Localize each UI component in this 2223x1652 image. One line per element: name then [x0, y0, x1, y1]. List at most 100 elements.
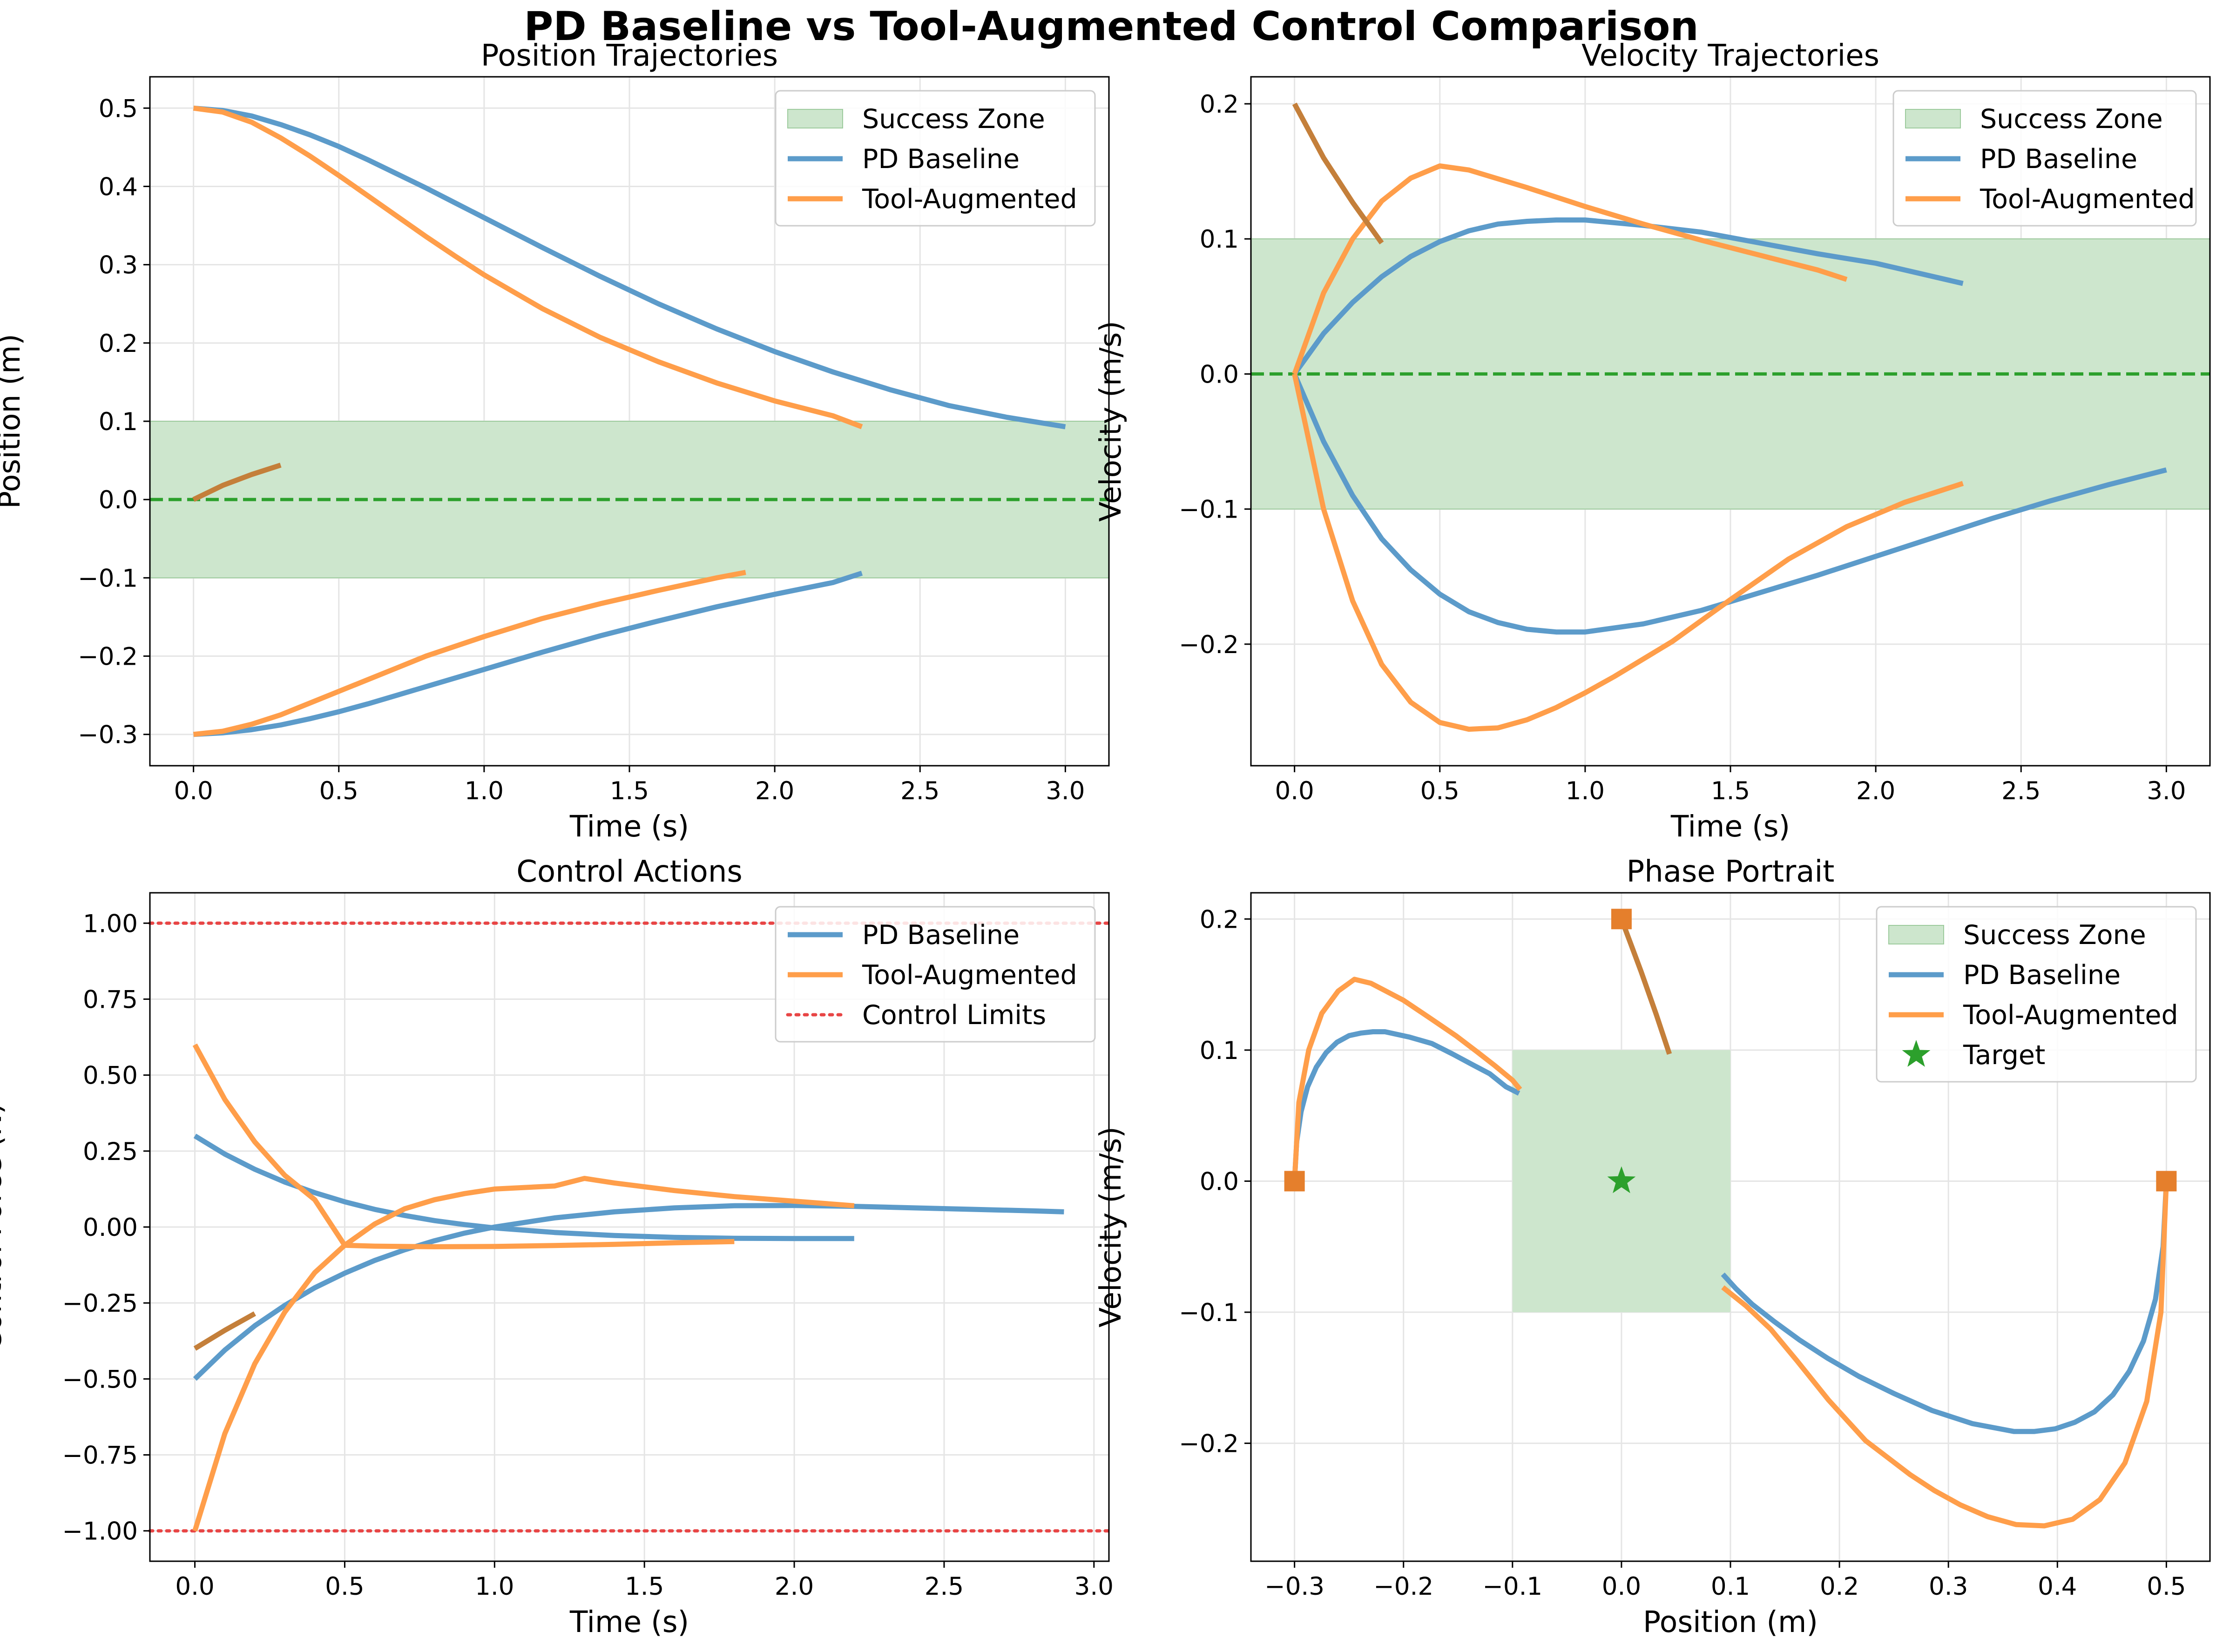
- y-tick-label: 0.1: [1200, 1037, 1239, 1065]
- x-tick-label: 0.5: [1420, 777, 1459, 805]
- subplot-1: 0.0 0.5 1.0 1.5 2.0 2.5 3.0 −0.3 −0.2 −0.1 0.0 0.1 0…: [0, 39, 1110, 843]
- tool-series-line: [1721, 1181, 2169, 1529]
- pd-series-line: [1292, 373, 2167, 635]
- y-tick-label: 1.00: [83, 910, 138, 938]
- legend-swatch-target: [1902, 1040, 1931, 1067]
- y-tick-label: 0.5: [99, 94, 138, 123]
- legend-label: PD Baseline: [1980, 144, 2137, 175]
- legend-label: Success Zone: [1963, 920, 2146, 951]
- success-zone-band: [149, 421, 1109, 579]
- x-tick-label: 1.5: [625, 1572, 664, 1601]
- legend-swatch-success-zone: [1888, 925, 1944, 944]
- x-tick-label: −0.1: [1482, 1572, 1542, 1601]
- y-tick-label: 0.25: [83, 1138, 138, 1166]
- legend-box: [775, 90, 1096, 227]
- y-tick-label: 0.3: [99, 251, 138, 280]
- start-marker: [1284, 1171, 1305, 1192]
- subplot-2: 0.0 0.5 1.0 1.5 2.0 2.5 3.0 −0.2 −0.1 0.0 0.1 0.2 Ve…: [1094, 39, 2211, 843]
- x-tick-label: 2.0: [755, 777, 794, 805]
- pd-series-line: [193, 1203, 1064, 1381]
- y-tick-label: 0.2: [1200, 905, 1239, 934]
- legend-label: Control Limits: [862, 1000, 1046, 1031]
- x-tick-label: −0.2: [1373, 1572, 1433, 1601]
- y-tick-label: −0.1: [1179, 496, 1239, 524]
- x-tick-label: 0.3: [1929, 1572, 1968, 1601]
- figure-title: PD Baseline vs Tool-Augmented Control Co…: [524, 3, 1698, 50]
- legend-label: Target: [1963, 1040, 2045, 1071]
- x-tick-label: 2.5: [900, 777, 939, 805]
- y-axis-label: Position (m): [0, 334, 27, 509]
- subplot-title: Velocity Trajectories: [1581, 39, 1879, 73]
- x-tick-label: 3.0: [1046, 777, 1085, 805]
- pd-series-line: [1292, 1029, 1520, 1181]
- x-axis-label: Position (m): [1643, 1605, 1818, 1639]
- start-marker: [2156, 1171, 2177, 1192]
- legend: Success Zone PD Baseline Tool-Augmented Tar…: [1876, 906, 2197, 1083]
- subplots-group: 0.0 0.5 1.0 1.5 2.0 2.5 3.0−0.3−0.2−0.10.00.10…: [0, 39, 2211, 1639]
- legend-label: Success Zone: [1980, 104, 2163, 135]
- legend: Success Zone PD Baseline Tool-Augmented: [1892, 90, 2197, 227]
- pd-series-line: [1292, 217, 1964, 376]
- y-tick-label: −0.2: [1179, 1430, 1239, 1458]
- pd-series-line: [193, 105, 1066, 430]
- y-tick-label: 0.75: [83, 985, 138, 1014]
- x-tick-label: 0.1: [1711, 1572, 1750, 1601]
- overlap-series-line: [193, 1311, 256, 1351]
- y-axis-label: Control Force (N): [0, 1103, 8, 1352]
- tool-series-line: [193, 105, 863, 429]
- y-tick-label: −0.2: [78, 643, 138, 671]
- legend-label: Tool-Augmented: [1963, 1000, 2178, 1031]
- y-tick-label: 0.0: [99, 486, 138, 514]
- pd-series-line: [1721, 1181, 2169, 1434]
- legend-swatch-success-zone: [787, 109, 843, 128]
- y-tick-label: −0.1: [1179, 1299, 1239, 1327]
- x-tick-label: 1.0: [1566, 777, 1605, 805]
- subplot-title: Position Trajectories: [481, 39, 778, 73]
- tool-series-line: [192, 1043, 735, 1249]
- tool-series-line: [1292, 163, 1848, 375]
- tool-series-line: [1292, 373, 1964, 732]
- subplot-title: Control Actions: [516, 855, 742, 889]
- x-tick-label: 2.5: [925, 1572, 964, 1601]
- x-tick-label: 0.0: [1275, 777, 1314, 805]
- y-tick-label: −0.1: [78, 564, 138, 593]
- x-tick-label: 1.5: [610, 777, 649, 805]
- x-tick-label: 2.5: [2001, 777, 2041, 805]
- legend-label: PD Baseline: [1963, 960, 2121, 991]
- x-tick-label: 0.5: [319, 777, 358, 805]
- legend-label: Tool-Augmented: [862, 960, 1077, 991]
- x-tick-label: 3.0: [2147, 777, 2186, 805]
- y-tick-label: −0.50: [62, 1365, 138, 1394]
- y-axis-label: Velocity (m/s): [1094, 321, 1128, 522]
- x-axis-label: Time (s): [569, 809, 689, 843]
- legend-box: [1892, 90, 2197, 227]
- x-tick-label: 0.4: [2038, 1572, 2077, 1601]
- x-tick-label: 2.0: [1856, 777, 1895, 805]
- pd-series-line: [193, 1133, 854, 1241]
- success-zone-band: [1250, 238, 2210, 510]
- x-tick-label: 2.0: [775, 1572, 814, 1601]
- subplot-title: Phase Portrait: [1627, 855, 1835, 889]
- overlap-series-line: [192, 462, 282, 502]
- y-tick-label: −0.75: [62, 1442, 138, 1470]
- legend-label: Success Zone: [862, 104, 1045, 135]
- x-tick-label: 0.0: [1602, 1572, 1641, 1601]
- target-star: [1607, 1166, 1636, 1193]
- x-tick-label: 0.0: [175, 1572, 214, 1601]
- y-tick-label: −1.00: [62, 1517, 138, 1546]
- y-tick-label: 0.1: [99, 408, 138, 436]
- tool-series-line: [193, 570, 746, 737]
- x-axis-label: Time (s): [569, 1605, 689, 1639]
- legend-swatch-success-zone: [1905, 109, 1961, 128]
- y-axis-label: Velocity (m/s): [1094, 1126, 1128, 1328]
- x-tick-label: 0.5: [325, 1572, 364, 1601]
- y-tick-label: 0.1: [1200, 225, 1239, 254]
- legend: PD Baseline Tool-Augmented Control Limits: [775, 906, 1096, 1043]
- pd-series-line: [193, 571, 863, 737]
- x-tick-label: 0.2: [1820, 1572, 1859, 1601]
- overlap-series-line: [1619, 918, 1672, 1055]
- start-marker: [1611, 909, 1632, 930]
- x-tick-label: 1.0: [475, 1572, 514, 1601]
- subplot-4: −0.3 −0.2 −0.1 0.0 0.1 0.2 0.3 0.4 0.5 −0.2 −0.1 0.…: [1094, 855, 2211, 1639]
